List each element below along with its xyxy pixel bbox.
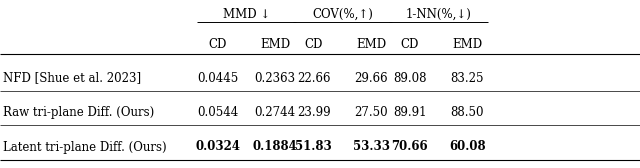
Text: 0.0445: 0.0445 bbox=[197, 72, 238, 85]
Text: EMD: EMD bbox=[260, 38, 291, 51]
Text: 22.66: 22.66 bbox=[297, 72, 330, 85]
Text: 60.08: 60.08 bbox=[449, 140, 486, 154]
Text: 89.08: 89.08 bbox=[393, 72, 426, 85]
Text: 27.50: 27.50 bbox=[355, 106, 388, 119]
Text: 0.0544: 0.0544 bbox=[197, 106, 238, 119]
Text: 0.2744: 0.2744 bbox=[255, 106, 296, 119]
Text: 0.2363: 0.2363 bbox=[255, 72, 296, 85]
Text: 29.66: 29.66 bbox=[355, 72, 388, 85]
Text: COV(%,↑): COV(%,↑) bbox=[312, 8, 373, 21]
Text: 51.83: 51.83 bbox=[295, 140, 332, 154]
Text: CD: CD bbox=[401, 38, 419, 51]
Text: Latent tri-plane Diff. (Ours): Latent tri-plane Diff. (Ours) bbox=[3, 140, 167, 154]
Text: CD: CD bbox=[305, 38, 323, 51]
Text: 88.50: 88.50 bbox=[451, 106, 484, 119]
Text: 53.33: 53.33 bbox=[353, 140, 390, 154]
Text: 0.1884: 0.1884 bbox=[253, 140, 298, 154]
Text: 23.99: 23.99 bbox=[297, 106, 330, 119]
Text: Raw tri-plane Diff. (Ours): Raw tri-plane Diff. (Ours) bbox=[3, 106, 154, 119]
Text: CD: CD bbox=[209, 38, 227, 51]
Text: MMD ↓: MMD ↓ bbox=[223, 8, 270, 21]
Text: 0.0324: 0.0324 bbox=[195, 140, 240, 154]
Text: NFD [Shue et al. 2023]: NFD [Shue et al. 2023] bbox=[3, 72, 141, 85]
Text: 1-NN(%,↓): 1-NN(%,↓) bbox=[406, 8, 471, 21]
Text: EMD: EMD bbox=[452, 38, 483, 51]
Text: 70.66: 70.66 bbox=[391, 140, 428, 154]
Text: 83.25: 83.25 bbox=[451, 72, 484, 85]
Text: 89.91: 89.91 bbox=[393, 106, 426, 119]
Text: EMD: EMD bbox=[356, 38, 387, 51]
